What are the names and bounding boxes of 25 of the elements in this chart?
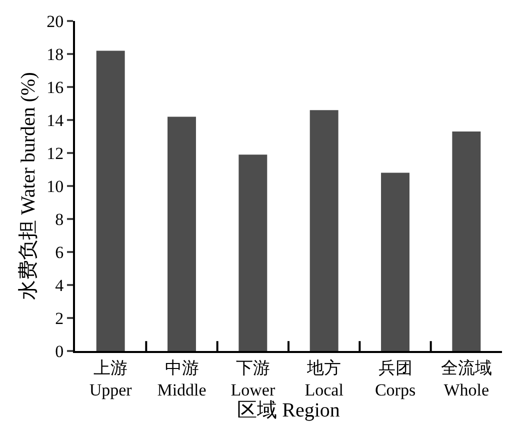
y-axis-title: 水费负担 Water burden (%) [18, 72, 40, 300]
y-tick-label: 2 [55, 308, 64, 328]
x-tick-label: 全流域 Whole [440, 358, 492, 400]
x-tick-label: 兵团 Corps [374, 358, 416, 400]
x-tick-label: 中游 Middle [157, 358, 206, 400]
y-tick-label: 0 [55, 342, 64, 361]
y-tick-label: 8 [55, 210, 64, 229]
y-tick-label: 10 [46, 176, 64, 196]
bar [168, 116, 196, 351]
bar [381, 172, 410, 351]
x-tick-label: 上游 Upper [89, 358, 132, 400]
bar [310, 110, 338, 351]
x-axis-title: 区域 Region [237, 400, 340, 422]
y-tick-label: 16 [46, 78, 64, 97]
y-tick-label: 4 [55, 276, 64, 295]
x-tick-label: 地方 Local [304, 358, 344, 400]
bar [452, 132, 481, 351]
y-tick-label: 18 [46, 44, 64, 64]
y-tick-label: 14 [46, 110, 64, 130]
x-tick-label: 下游 Lower [230, 358, 276, 400]
bar [96, 50, 125, 351]
y-tick-label: 6 [55, 242, 64, 262]
y-tick-label: 20 [46, 12, 64, 31]
y-tick-label: 12 [46, 144, 64, 163]
bar [238, 154, 268, 351]
